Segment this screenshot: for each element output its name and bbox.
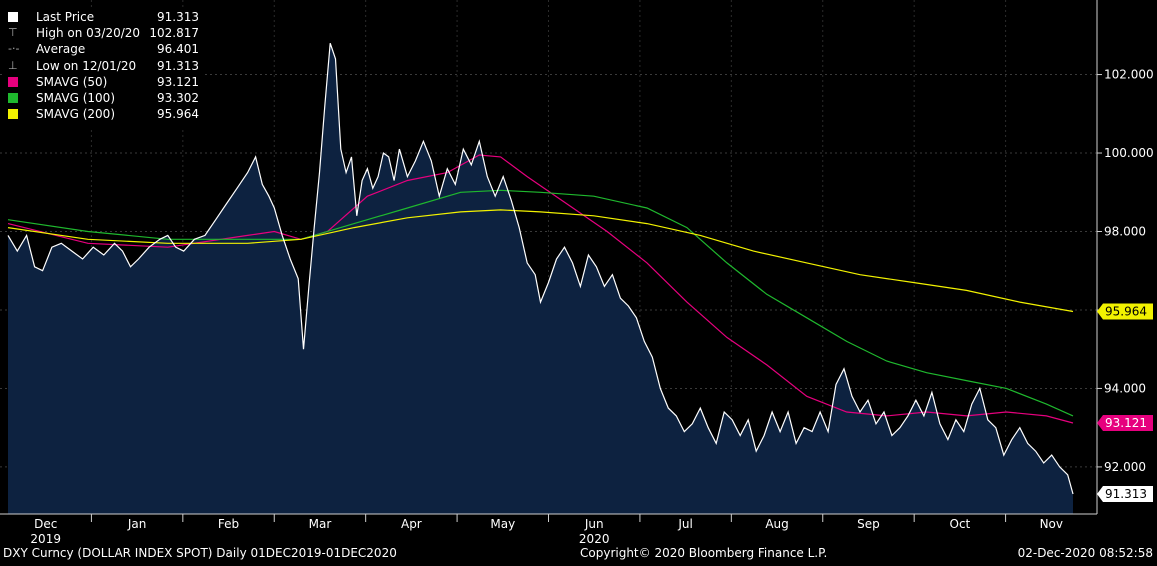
legend-item: ⊥ Low on 12/01/20 91.313 [5, 58, 202, 74]
x-tick-label: May [490, 517, 515, 531]
last-price-swatch [8, 12, 18, 22]
legend-item: SMAVG (200) 95.964 [5, 106, 202, 122]
end-label-box [1097, 414, 1153, 431]
y-tick-label: 100.000 [1104, 146, 1154, 160]
smavg-50-swatch [8, 76, 18, 87]
end-label-box [1097, 303, 1153, 320]
series-lines [7, 43, 1074, 495]
legend-item: Last Price 91.313 [5, 9, 202, 25]
footer-security-info: DXY Curncy (DOLLAR INDEX SPOT) Daily 01D… [3, 546, 397, 560]
legend-label: SMAVG (100) [36, 90, 116, 105]
price-area [8, 43, 1073, 514]
legend: Last Price 91.313 ⊤ High on 03/20/20 102.81… [5, 9, 202, 127]
smavg-200-line [7, 209, 1074, 313]
x-tick-label: Oct [950, 517, 971, 531]
y-tick-label: 102.000 [1104, 68, 1154, 82]
end-label-text: 93.121 [1105, 416, 1147, 430]
end-label-text: 91.313 [1105, 487, 1147, 501]
x-tick-label: Nov [1040, 517, 1063, 531]
low-marker-icon: ⊥ [8, 58, 18, 72]
x-tick-label: Apr [401, 517, 422, 531]
legend-label: SMAVG (50) [36, 74, 108, 89]
x-year-label: 2019 [30, 532, 61, 546]
x-tick-label: Feb [218, 517, 239, 531]
legend-label: High on 03/20/20 [36, 26, 141, 41]
legend-value: 93.302 [157, 90, 199, 105]
average-marker-icon: -·- [8, 42, 20, 56]
legend-value: 91.313 [157, 10, 199, 24]
legend-item: SMAVG (50) 93.121 [5, 74, 202, 90]
y-tick-label: 98.000 [1104, 224, 1146, 238]
x-year-label: 2020 [579, 532, 610, 546]
x-tick-label: Dec [34, 517, 57, 531]
legend-value: 91.313 [157, 58, 199, 73]
y-tick-label: 94.000 [1104, 381, 1146, 395]
high-marker-icon: ⊤ [8, 26, 18, 40]
x-tick-label: Mar [309, 517, 332, 531]
legend-item: SMAVG (100) 93.302 [5, 90, 202, 106]
y-tick-label: 92.000 [1104, 460, 1146, 474]
smavg-50-line [7, 154, 1074, 424]
x-tick-label: Sep [857, 517, 880, 531]
legend-label: Last Price [36, 10, 95, 24]
legend-item: ⊤ High on 03/20/20 102.817 [5, 25, 202, 41]
price-area-fill [8, 43, 1073, 514]
end-label-text: 95.964 [1105, 305, 1147, 319]
legend-value: 95.964 [157, 107, 199, 122]
legend-item: -·- Average 96.401 [5, 41, 202, 57]
legend-label: Average [36, 42, 86, 57]
footer-copyright: Copyright© 2020 Bloomberg Finance L.P. [580, 546, 828, 560]
footer-timestamp: 02-Dec-2020 08:52:58 [1017, 546, 1153, 560]
legend-value: 93.121 [157, 74, 199, 89]
legend-label: SMAVG (200) [36, 107, 116, 122]
end-label-box [1097, 485, 1153, 502]
legend-value: 102.817 [149, 26, 199, 41]
legend-label: Low on 12/01/20 [36, 58, 137, 73]
last-price-line [7, 43, 1074, 495]
end-value-labels: 95.964 93.121 91.313 [1097, 303, 1153, 502]
x-tick-label: Jan [127, 517, 147, 531]
x-tick-label: Aug [765, 517, 788, 531]
x-tick-label: Jun [584, 517, 604, 531]
smavg-100-swatch [8, 92, 18, 103]
legend-value: 96.401 [157, 42, 199, 57]
x-tick-label: Jul [677, 517, 692, 531]
smavg-200-swatch [8, 109, 18, 120]
